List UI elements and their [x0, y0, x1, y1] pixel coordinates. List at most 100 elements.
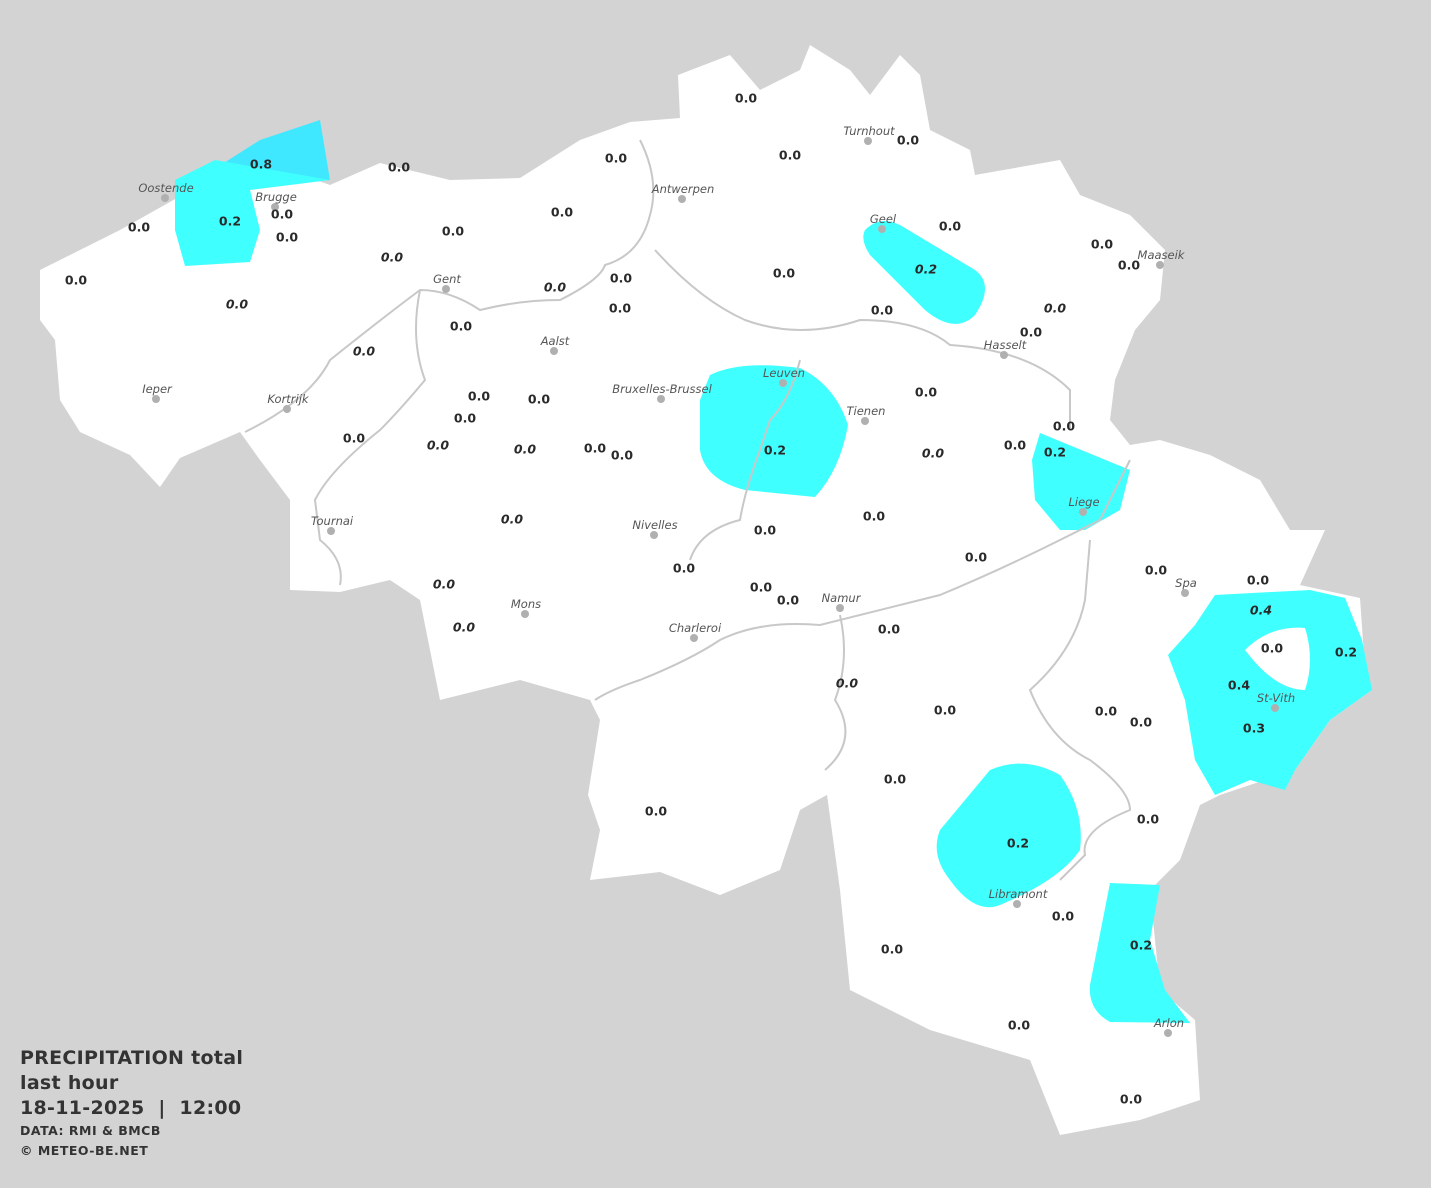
city-dot	[1013, 900, 1021, 908]
station-value: 0.0	[836, 676, 858, 691]
legend-datetime: 18-11-2025 | 12:00	[20, 1097, 242, 1119]
station-value: 0.0	[1137, 812, 1159, 827]
station-value: 0.2	[764, 443, 786, 458]
station-value: 0.0	[453, 620, 475, 635]
station-value: 0.4	[1250, 603, 1272, 618]
station-value: 0.0	[276, 230, 298, 245]
city-dot	[657, 395, 665, 403]
station-value: 0.0	[609, 301, 631, 316]
city-dot	[779, 379, 787, 387]
station-value: 0.0	[1004, 438, 1026, 453]
river-meuse	[594, 459, 1131, 701]
station-value: 0.0	[773, 266, 795, 281]
city-label: Leuven	[763, 366, 805, 380]
station-value: 0.0	[388, 160, 410, 175]
station-value: 0.0	[1130, 715, 1152, 730]
city-label: Mons	[511, 597, 541, 611]
station-value: 0.0	[735, 91, 757, 106]
station-value: 0.0	[65, 273, 87, 288]
city-label: Namur	[822, 591, 862, 605]
city-dot	[152, 395, 160, 403]
precip-area-libramont	[936, 763, 1081, 908]
station-value: 0.0	[381, 250, 403, 265]
station-value: 0.0	[1053, 419, 1075, 434]
city-dot	[836, 604, 844, 612]
legend-data-source: DATA: RMI & BMCB	[20, 1123, 161, 1138]
station-value: 0.0	[1261, 641, 1283, 656]
station-value: 0.0	[750, 580, 772, 595]
city-label: Liege	[1068, 495, 1099, 509]
station-value: 0.0	[897, 133, 919, 148]
station-value: 0.0	[1120, 1092, 1142, 1107]
station-value: 0.0	[468, 389, 490, 404]
river-scheldt	[244, 139, 655, 433]
station-value: 0.0	[610, 271, 632, 286]
station-value: 0.4	[1228, 678, 1250, 693]
station-value: 0.2	[915, 262, 937, 277]
precip-area-coast	[175, 160, 330, 266]
city-dot	[327, 527, 335, 535]
station-value: 0.0	[777, 593, 799, 608]
city-dot	[861, 417, 869, 425]
city-label: Nivelles	[632, 518, 677, 532]
station-value: 0.0	[1095, 704, 1117, 719]
station-value: 0.0	[1247, 573, 1269, 588]
city-label: Spa	[1175, 576, 1197, 590]
station-value: 0.0	[544, 280, 566, 295]
city-label: Geel	[870, 212, 897, 226]
city-label: Tienen	[847, 404, 886, 418]
river-meuse-south	[824, 614, 847, 771]
station-value: 0.0	[1020, 325, 1042, 340]
station-value: 0.0	[934, 703, 956, 718]
city-label: Hasselt	[984, 338, 1027, 352]
city-dot	[864, 137, 872, 145]
city-dot	[878, 225, 886, 233]
city-label: Turnhout	[843, 124, 895, 138]
city-label: Maaseik	[1138, 248, 1186, 262]
city-dot	[1181, 589, 1189, 597]
city-label: Charleroi	[669, 621, 722, 635]
river-albert-canal	[654, 249, 1071, 430]
station-value: 0.0	[454, 411, 476, 426]
station-value: 0.0	[922, 446, 944, 461]
legend-title: PRECIPITATION total	[20, 1047, 244, 1069]
city-layer: Oostende Brugge Antwerpen Turnhout Geel Maase…	[138, 124, 1295, 1037]
station-value: 0.0	[871, 303, 893, 318]
station-value: 0.0	[863, 509, 885, 524]
station-value: 0.0	[1008, 1018, 1030, 1033]
station-value: 0.0	[754, 523, 776, 538]
station-value: 0.0	[528, 392, 550, 407]
precip-area-arlon	[1089, 883, 1190, 1023]
station-value: 0.2	[219, 214, 241, 229]
city-dot	[650, 531, 658, 539]
station-value: 0.0	[645, 804, 667, 819]
station-value: 0.0	[611, 448, 633, 463]
station-value: 0.0	[1145, 563, 1167, 578]
city-label: Antwerpen	[651, 182, 715, 196]
rivers	[244, 139, 1132, 881]
station-value: 0.3	[1243, 721, 1265, 736]
city-label: Oostende	[138, 181, 193, 195]
station-value: 0.0	[271, 207, 293, 222]
station-value: 0.0	[551, 205, 573, 220]
city-dot	[1164, 1029, 1172, 1037]
station-value: 0.0	[433, 577, 455, 592]
station-value: 0.8	[250, 157, 272, 172]
station-value: 0.2	[1044, 445, 1066, 460]
station-value: 0.0	[939, 219, 961, 234]
city-label: Brugge	[255, 190, 297, 204]
river-ourthe	[1028, 539, 1132, 881]
city-dot	[283, 405, 291, 413]
city-dot	[1156, 261, 1164, 269]
city-label: Bruxelles-Brussel	[612, 382, 712, 396]
station-value: 0.0	[673, 561, 695, 576]
city-label: Ieper	[142, 382, 173, 396]
precip-area-st-vith	[1168, 590, 1372, 795]
station-value: 0.0	[1091, 237, 1113, 252]
station-value: 0.0	[442, 224, 464, 239]
station-value: 0.2	[1335, 645, 1357, 660]
station-value: 0.0	[884, 772, 906, 787]
station-value: 0.0	[915, 385, 937, 400]
river-lys	[313, 289, 427, 586]
city-dot	[550, 347, 558, 355]
